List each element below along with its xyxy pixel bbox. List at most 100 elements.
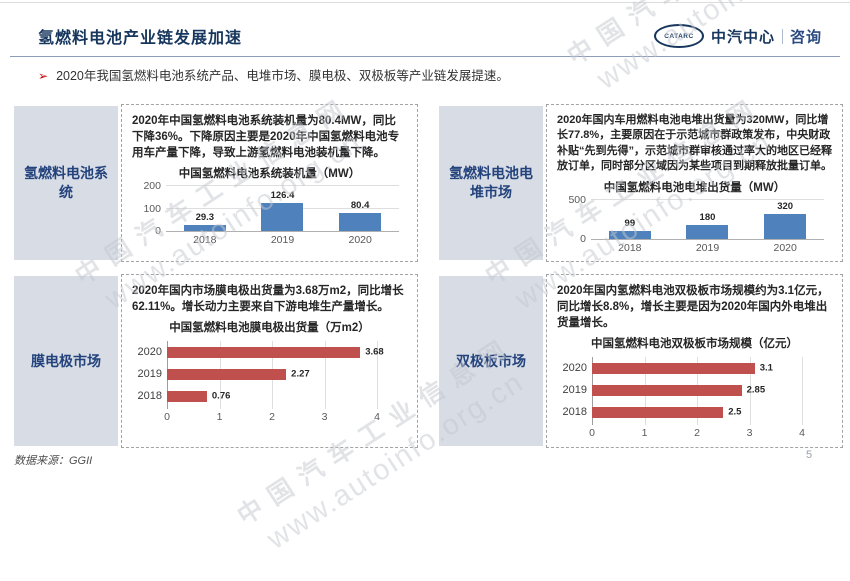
bar — [167, 346, 361, 358]
x-axis-labels: 2018 2019 2020 — [591, 242, 824, 255]
panel-description: 2020年中国氢燃料电池系统装机量为80.4MW，同比下降36%。下降原因主要是… — [132, 115, 400, 160]
plot-area: 0 500 99 180 320 — [568, 194, 824, 245]
x-axis-tick-label: 3 — [746, 427, 753, 440]
bar-value-label: 180 — [699, 211, 716, 223]
x-axis-labels: 0 1 2 3 4 — [164, 411, 380, 425]
slide-top-border — [0, 2, 850, 3]
y-axis-tick-label: 500 — [568, 193, 586, 206]
bar-group: 29.3 — [166, 186, 243, 232]
x-axis-tick-label: 2020 — [773, 241, 797, 254]
chart-title: 中国氢燃料电池膜电极出货量（万m2） — [169, 322, 370, 335]
section-label-mea-market: 膜电极市场 — [14, 276, 118, 446]
bar — [183, 224, 226, 232]
bar-group: 99 — [591, 200, 668, 239]
panel-bipolar-plate-market: 2020年国内氢燃料电池双极板市场规模约为3.1亿元，同比增长8.8%，增长主要… — [546, 274, 843, 448]
bar-group: 126.4 — [244, 186, 321, 232]
bar — [686, 224, 729, 239]
bar-track: 3.1 — [592, 362, 802, 374]
gridline — [802, 357, 803, 426]
bar-value-label: 320 — [777, 200, 794, 212]
x-axis-tick-label: 1 — [216, 411, 223, 424]
section-label-fuel-cell-system: 氢燃料电池系统 — [14, 106, 118, 260]
bar-track: 2.27 — [167, 368, 377, 380]
x-axis-tick-label: 2019 — [695, 241, 720, 254]
gridline — [166, 185, 399, 187]
x-axis-tick-label: 1 — [641, 427, 648, 440]
bar — [764, 213, 807, 239]
x-axis-tick-label: 2018 — [618, 241, 642, 254]
panel-stack-market: 2020年国内车用燃料电池电堆出货量为320MW，同比增长77.8%，主要原因在… — [546, 104, 843, 262]
panel-fuel-cell-system: 2020年中国氢燃料电池系统装机量为80.4MW，同比下降36%。下降原因主要是… — [121, 104, 418, 262]
y-axis-tick-label: 200 — [143, 180, 161, 193]
bar — [261, 202, 304, 232]
x-axis-tick-label: 2019 — [270, 234, 295, 247]
bar-row: 2019 2.85 — [557, 379, 832, 401]
logo-divider — [781, 28, 783, 44]
x-axis-tick-label: 2 — [694, 427, 700, 440]
panel-mea-market: 2020年国内市场膜电极出货量为3.68万m2，同比增长62.11%。增长动力主… — [121, 274, 418, 448]
bullet-arrow-icon: ➢ — [38, 69, 49, 83]
y-axis-category-label: 2018 — [562, 406, 587, 419]
bar-track: 3.68 — [167, 346, 384, 358]
y-axis-tick-label: 0 — [580, 232, 586, 245]
logo-brand-text: 中汽中心 — [710, 28, 775, 46]
x-axis-tick-label: 2018 — [193, 234, 217, 247]
bar-row: 2020 3.68 — [132, 341, 407, 363]
bar — [592, 406, 724, 418]
bar-track: 2.5 — [592, 406, 802, 418]
page-number: 5 — [806, 449, 813, 461]
bar-chart-mea-shipments: 2020 3.68 2019 2.27 2018 0.76 0 1 2 3 4 — [132, 341, 407, 427]
y-axis-category-label: 2020 — [137, 346, 162, 359]
bar-value-label: 3.1 — [759, 362, 773, 374]
panel-description: 2020年国内市场膜电极出货量为3.68万m2，同比增长62.11%。增长动力主… — [132, 285, 404, 314]
panel-description: 2020年国内氢燃料电池双极板市场规模约为3.1亿元，同比增长8.8%，增长主要… — [557, 285, 829, 330]
y-axis-tick-label: 100 — [143, 202, 161, 215]
logo-suffix-text: 咨询 — [789, 28, 822, 46]
bar-row: 2018 2.5 — [557, 401, 832, 423]
data-source-note: 数据来源：GGII — [14, 455, 93, 467]
header-rule — [10, 56, 840, 57]
bar-value-label: 3.68 — [365, 346, 384, 358]
bar-value-label: 2.5 — [728, 406, 742, 418]
y-axis-category-label: 2019 — [137, 368, 162, 381]
bar-value-label: 126.4 — [270, 189, 295, 201]
key-point-text: 2020年我国氢燃料电池系统产品、电堆市场、膜电极、双极板等产业链发展提速。 — [56, 69, 509, 83]
bar-rows: 2020 3.1 2019 2.85 2018 2.5 — [557, 357, 832, 423]
plot-area: 0 100 200 29.3 126.4 80.4 — [143, 180, 399, 237]
section-label-stack-market: 氢燃料电池电堆市场 — [439, 106, 543, 260]
x-axis-labels: 0 1 2 3 4 — [589, 427, 805, 441]
bar-chart-stack-shipments: 0 500 99 180 320 2018 2019 2020 — [557, 194, 832, 255]
bar — [167, 368, 287, 380]
x-axis-tick-label: 0 — [164, 411, 170, 424]
x-axis-tick-label: 0 — [589, 427, 595, 440]
bar-series: 99 180 320 — [591, 200, 824, 239]
chart-title: 中国氢燃料电池系统装机量（MW） — [178, 168, 361, 181]
bar-series: 29.3 126.4 80.4 — [166, 186, 399, 232]
page-title: 氢燃料电池产业链发展加速 — [38, 30, 243, 47]
bar-value-label: 2.85 — [746, 384, 766, 396]
bar-chart-system-installed: 0 100 200 29.3 126.4 80.4 2018 2019 2020 — [132, 180, 407, 247]
bar-group: 80.4 — [322, 186, 399, 232]
logo-badge-text: CATARC — [664, 32, 694, 40]
bar-value-label: 29.3 — [195, 211, 215, 223]
x-axis-tick-label: 4 — [374, 411, 380, 424]
bar — [167, 390, 207, 402]
chart-title: 中国氢燃料电池电堆出货量（MW） — [603, 181, 786, 194]
section-label-bipolar-plate-market: 双极板市场 — [439, 276, 543, 446]
gridline — [377, 341, 378, 410]
bar-value-label: 2.27 — [291, 368, 310, 380]
x-axis-labels: 2018 2019 2020 — [166, 234, 399, 247]
x-axis-tick-label: 4 — [799, 427, 805, 440]
x-axis-tick-label: 2020 — [348, 234, 372, 247]
panel-description: 2020年国内车用燃料电池电堆出货量为320MW，同比增长77.8%，主要原因在… — [557, 114, 832, 173]
x-axis-tick-label: 3 — [321, 411, 328, 424]
chart-title: 中国氢燃料电池双极板市场规模（亿元） — [591, 338, 798, 351]
y-axis-category-label: 2018 — [137, 390, 162, 403]
gridline — [591, 198, 824, 200]
bar — [592, 362, 755, 374]
bar-chart-bipolar-plate-scale: 2020 3.1 2019 2.85 2018 2.5 0 1 2 3 4 — [557, 357, 832, 443]
x-axis-tick-label: 2 — [269, 411, 275, 424]
bar-value-label: 0.76 — [211, 390, 231, 402]
bar-row: 2018 0.76 — [132, 385, 407, 407]
y-axis-category-label: 2020 — [562, 362, 587, 375]
